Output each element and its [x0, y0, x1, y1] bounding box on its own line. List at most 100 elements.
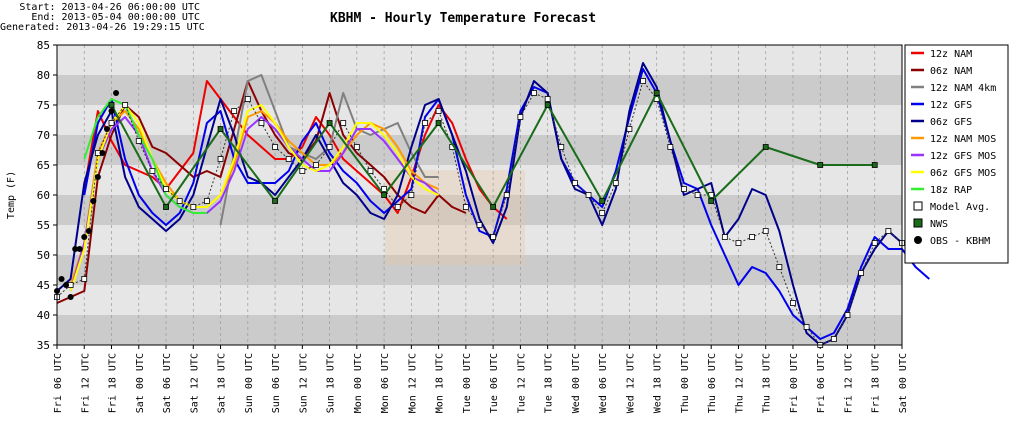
x-tick-label: Fri 18 UTC — [871, 353, 882, 413]
series-model-avg-point — [517, 114, 524, 120]
series-model-avg-point — [422, 120, 428, 126]
series-model-avg-point — [340, 120, 347, 126]
legend-model-avg-label: Model Avg. — [930, 202, 990, 213]
plot-band — [57, 285, 902, 315]
legend-model-avg-swatch — [913, 201, 923, 211]
series-nws-point — [381, 192, 387, 198]
x-tick-label: Fri 06 UTC — [53, 353, 64, 413]
end-value: 2013-05-04 00:00:00 UTC — [61, 12, 200, 23]
series-18z-rap-line — [83, 98, 207, 214]
series-model-avg-point — [122, 102, 129, 108]
y-tick-label: 35 — [37, 339, 50, 352]
series-nws-point — [163, 204, 169, 210]
series-model-avg-point — [326, 144, 333, 150]
legend-12z-gfs-label: 12z GFS — [930, 100, 972, 111]
series-model-avg-point — [790, 300, 796, 306]
x-tick-label: Sun 12 UTC — [298, 353, 309, 413]
series-model-avg-point — [108, 120, 115, 126]
series-model-avg-point — [285, 156, 292, 162]
series-model-avg-point — [381, 186, 387, 192]
y-tick-label: 85 — [37, 39, 50, 52]
plot-frame — [56, 44, 903, 346]
series-model-avg-point — [612, 180, 619, 186]
plot-band — [57, 45, 902, 75]
legend-06z-gfs-label: 06z GFS — [930, 117, 972, 128]
series-model-avg-point — [490, 234, 497, 240]
x-tick-label: Wed 18 UTC — [653, 353, 664, 413]
series-model-avg-point — [204, 198, 210, 204]
y-tick-label: 60 — [37, 189, 50, 202]
series-model-avg-point — [721, 234, 728, 240]
series-model-avg-point — [367, 168, 374, 174]
series-model-avg-point — [353, 144, 360, 150]
series-model-avg-point — [135, 138, 142, 144]
x-tick-label: Sat 00 UTC — [898, 353, 909, 413]
generated-value: 2013-04-26 19:29:15 UTC — [66, 22, 205, 33]
series-obs-kbhm-point — [76, 246, 83, 252]
series-nws-point — [490, 204, 497, 210]
series-model-avg-point — [299, 168, 306, 174]
series-model-avg-point — [531, 90, 537, 96]
x-tick-label: Mon 06 UTC — [380, 353, 391, 413]
series-model-avg-point — [749, 234, 755, 240]
y-axis-label: Temp (F) — [6, 171, 17, 219]
x-tick-label: Thu 06 UTC — [707, 353, 718, 413]
series-nws-point — [817, 162, 824, 168]
y-tick-label: 45 — [37, 279, 50, 292]
x-tick-label: Fri 18 UTC — [108, 353, 119, 413]
series-model-avg-point — [217, 156, 224, 162]
x-tick-label: Mon 00 UTC — [353, 353, 364, 413]
plot-band — [57, 105, 902, 135]
series-model-avg-point — [244, 96, 251, 102]
legend-12z-nam-label: 12z NAM — [930, 49, 972, 60]
series-model-avg-point — [572, 180, 578, 186]
generated-label: Generated: — [0, 22, 61, 33]
series-model-avg-point — [408, 192, 415, 198]
series-nws-point — [653, 90, 660, 96]
x-tick-label: Tue 00 UTC — [462, 353, 473, 413]
x-tick-label: Wed 06 UTC — [598, 353, 609, 413]
legend-12z-nam-mos-label: 12z NAM MOS — [930, 134, 996, 145]
series-model-avg-point — [272, 144, 278, 150]
x-tick-label: Fri 12 UTC — [80, 353, 91, 413]
end-line: End: 2013-05-04 00:00:00 UTC — [0, 13, 200, 23]
series-model-avg-point — [830, 336, 837, 342]
x-tick-label: Sat 00 UTC — [135, 353, 146, 413]
y-tick-label: 75 — [37, 99, 50, 112]
end-label: End: — [31, 12, 56, 23]
series-12z-gfs-line — [83, 68, 930, 340]
series-model-avg-point — [885, 228, 892, 234]
series-model-avg-point — [844, 312, 851, 318]
series-obs-kbhm-point — [108, 108, 115, 114]
y-tick-label: 50 — [37, 249, 50, 262]
legend-12z-nam-4km-label: 12z NAM 4km — [930, 83, 996, 94]
x-tick-label: Fri 06 UTC — [816, 353, 827, 413]
series-model-avg-point — [258, 120, 265, 126]
y-tick-label: 80 — [37, 69, 50, 82]
plot-band — [57, 315, 902, 345]
series-model-avg-point — [585, 192, 592, 198]
chart-title: KBHM - Hourly Temperature Forecast — [330, 11, 597, 26]
x-tick-label: Tue 18 UTC — [544, 353, 555, 413]
x-tick-label: Wed 12 UTC — [625, 353, 636, 413]
series-nws-point — [108, 102, 115, 108]
x-tick-label: Thu 12 UTC — [734, 353, 745, 413]
series-model-avg-point — [313, 162, 319, 168]
x-tick-label: Sat 06 UTC — [162, 353, 173, 413]
series-obs-kbhm-point — [94, 174, 101, 180]
start-line: Start: 2013-04-26 06:00:00 UTC — [0, 3, 200, 13]
series-obs-kbhm-point — [85, 228, 92, 234]
series-model-avg-point — [176, 198, 183, 204]
x-tick-label: Tue 12 UTC — [516, 353, 527, 413]
legend-12z-gfs-mos-label: 12z GFS MOS — [930, 151, 996, 162]
series-model-avg-point — [599, 210, 606, 216]
x-tick-label: Sun 06 UTC — [271, 353, 282, 413]
x-tick-label: Sun 00 UTC — [244, 353, 255, 413]
legend-obs-kbhm-label: OBS - KBHM — [930, 236, 990, 247]
y-tick-label: 55 — [37, 219, 50, 232]
x-tick-label: Mon 18 UTC — [435, 353, 446, 413]
series-06z-gfs-mos-line — [69, 104, 440, 292]
series-obs-kbhm-point — [67, 294, 74, 300]
series-model-avg-point — [858, 270, 865, 276]
